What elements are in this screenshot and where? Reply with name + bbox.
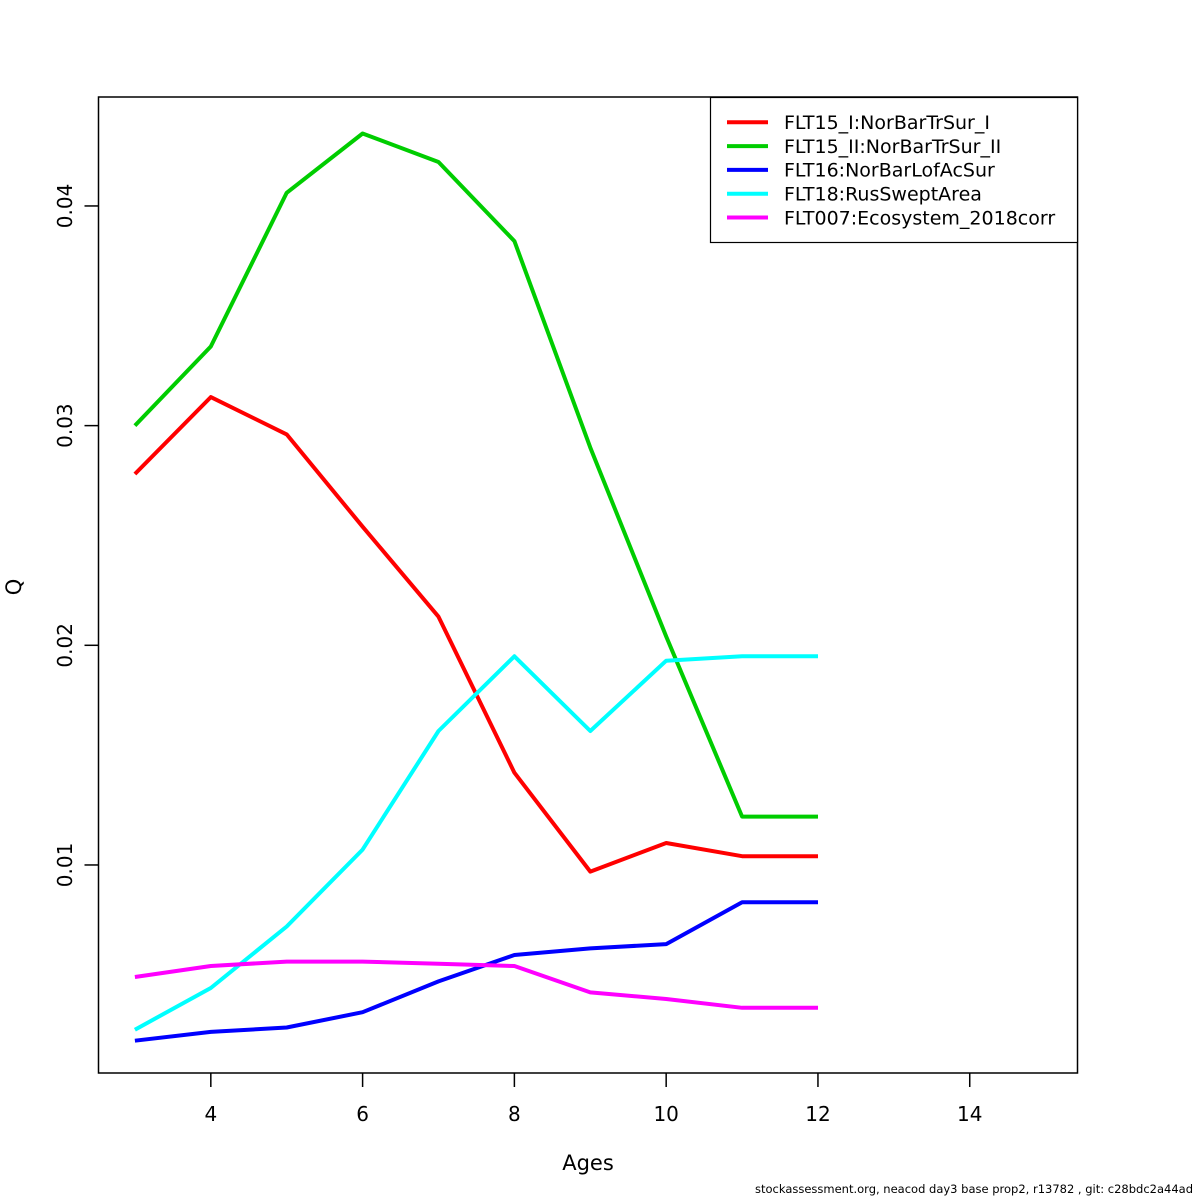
series-line-FLT007 <box>134 959 818 1010</box>
x-axis: 4 6 8 10 12 14 <box>204 1073 982 1126</box>
legend-label-FLT15_II: FLT15_II:NorBarTrSur_II <box>784 136 1001 158</box>
series-line-FLT18 <box>133 654 818 1032</box>
x-tick-label: 10 <box>653 1102 678 1126</box>
data-lines <box>133 131 818 1043</box>
y-axis-title: Q <box>2 579 26 596</box>
y-tick-label: 0.04 <box>53 184 77 229</box>
legend-label-FLT16: FLT16:NorBarLofAcSur <box>784 160 995 182</box>
footer-note: stockassessment.org, neacod day3 base pr… <box>755 1182 1193 1196</box>
legend: FLT15_I:NorBarTrSur_IFLT15_II:NorBarTrSu… <box>709 96 1079 244</box>
x-tick-label: 4 <box>204 1102 217 1126</box>
y-axis: 0.01 0.02 0.03 0.04 <box>53 184 99 888</box>
x-tick-label: 14 <box>957 1102 982 1126</box>
y-tick-label: 0.02 <box>53 623 77 668</box>
series-line-FLT15_II <box>133 131 818 819</box>
x-axis-title: Ages <box>562 1151 614 1175</box>
legend-label-FLT15_I: FLT15_I:NorBarTrSur_I <box>784 112 990 134</box>
legend-box <box>709 96 1079 244</box>
x-tick-label: 12 <box>805 1102 830 1126</box>
legend-label-FLT18: FLT18:RusSweptArea <box>784 184 982 206</box>
series-line-FLT16 <box>134 900 818 1043</box>
legend-label-FLT007: FLT007:Ecosystem_2018corr <box>784 207 1055 229</box>
x-tick-label: 6 <box>356 1102 369 1126</box>
x-tick-label: 8 <box>508 1102 521 1126</box>
y-tick-label: 0.01 <box>53 843 77 888</box>
y-tick-label: 0.03 <box>53 403 77 448</box>
plot-border <box>97 96 1079 1074</box>
